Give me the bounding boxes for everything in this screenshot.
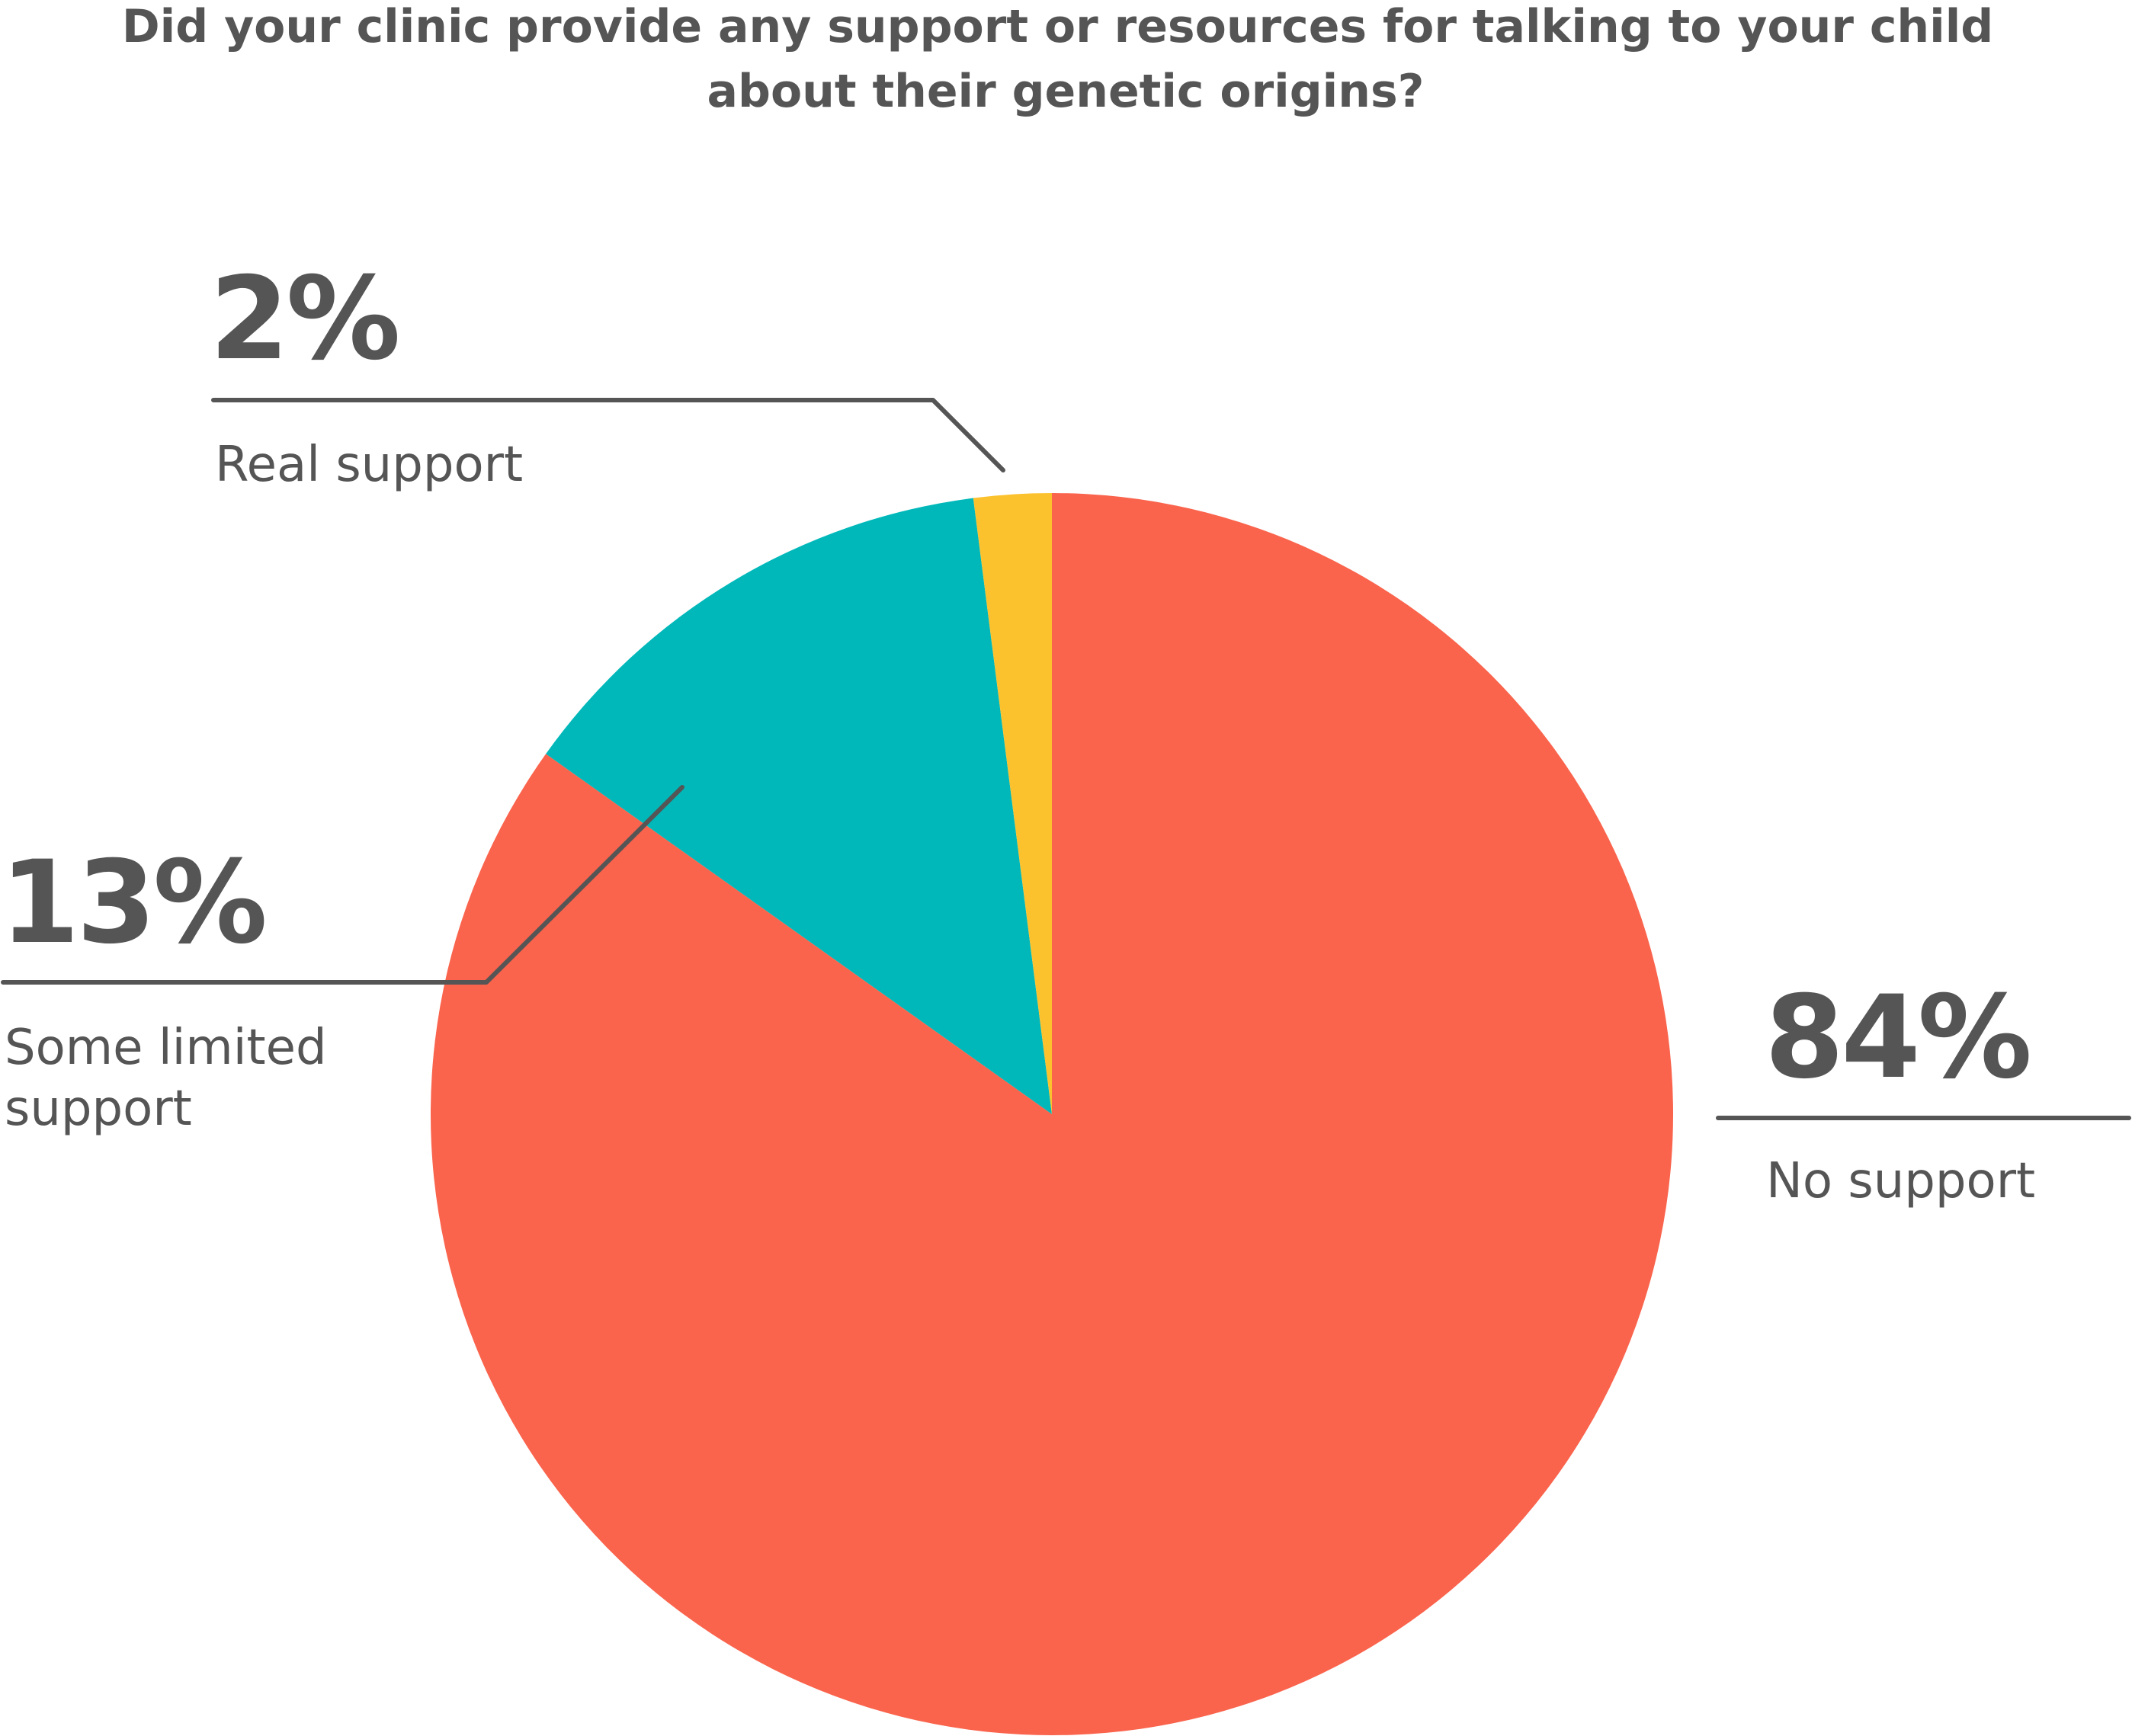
pie-slices: [430, 493, 1673, 1735]
pie-slice-real-support: [973, 493, 1052, 1114]
leader-line-real-support: [211, 398, 1005, 472]
leader-line-some-limited-support: [1, 785, 684, 985]
chart-title: Did your clinic provide any support or r…: [122, 0, 2009, 118]
chart-title-line-2: about their genetic origins?: [707, 65, 1425, 118]
pie-slice-no-support: [430, 493, 1673, 1735]
category-label-some-limited-support-line-2: support: [5, 1081, 192, 1137]
percent-label-real-support: 2%: [210, 253, 398, 386]
percent-label-some-limited-support: 13%: [0, 837, 264, 969]
pie-slice-some-limited-support: [546, 498, 1052, 1114]
category-label-no-support-line-1: No support: [1766, 1153, 2035, 1209]
category-label-real-support-line-1: Real support: [215, 437, 523, 493]
chart-title-line-1: Did your clinic provide any support or r…: [122, 0, 1993, 53]
category-label-no-support: No support: [1766, 1153, 2035, 1209]
category-label-some-limited-support-line-1: Some limited: [5, 1020, 327, 1076]
category-label-real-support: Real support: [215, 437, 523, 493]
percent-label-no-support: 84%: [1765, 972, 2029, 1104]
category-label-some-limited-support: Some limited support: [5, 1020, 342, 1137]
